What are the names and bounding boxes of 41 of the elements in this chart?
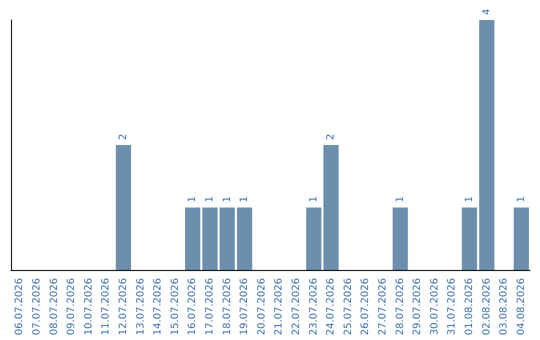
x-tick-label: 11.07.2026 xyxy=(100,278,112,336)
x-tick-label: 02.08.2026 xyxy=(481,278,492,336)
x-tick-label: 29.07.2026 xyxy=(412,278,424,336)
data-label: 1 xyxy=(308,196,320,202)
x-tick-label: 27.07.2026 xyxy=(377,278,388,336)
x-tick-label: 18.07.2026 xyxy=(222,278,233,336)
x-tick-label: 21.07.2026 xyxy=(274,278,285,336)
x-tick-label: 20.07.2026 xyxy=(256,278,268,336)
x-tick-label: 30.07.2026 xyxy=(429,278,440,336)
x-tick-label: 10.07.2026 xyxy=(83,278,94,336)
x-tick-label: 09.07.2026 xyxy=(66,278,78,336)
x-tick-label: 12.07.2026 xyxy=(118,278,129,336)
x-tick-label: 13.07.2026 xyxy=(135,278,146,336)
data-label: 2 xyxy=(326,134,337,140)
x-tick-label: 22.07.2026 xyxy=(290,278,302,336)
x-tick-label: 31.07.2026 xyxy=(446,278,458,336)
data-label: 1 xyxy=(187,196,198,202)
x-tick-label: 26.07.2026 xyxy=(360,278,372,336)
data-label: 1 xyxy=(222,196,233,202)
x-tick-label: 15.07.2026 xyxy=(170,278,181,336)
x-tick-label: 23.07.2026 xyxy=(308,278,320,336)
x-tick-label: 01.08.2026 xyxy=(464,278,475,336)
x-tick-label: 08.07.2026 xyxy=(48,278,60,336)
x-tick-label: 07.07.2026 xyxy=(31,278,42,336)
data-label: 1 xyxy=(516,196,527,202)
x-tick-label: 19.07.2026 xyxy=(239,278,250,336)
data-label: 1 xyxy=(394,196,406,202)
data-label: 1 xyxy=(239,196,250,202)
x-tick-label: 28.07.2026 xyxy=(394,278,406,336)
x-tick-label: 17.07.2026 xyxy=(204,278,216,336)
x-tick-label: 24.07.2026 xyxy=(326,278,337,336)
x-tick-label: 25.07.2026 xyxy=(342,278,354,336)
data-label: 1 xyxy=(204,196,216,202)
x-tick-label: 14.07.2026 xyxy=(152,278,164,336)
x-tick-label: 06.07.2026 xyxy=(14,278,26,336)
x-tick-label: 04.08.2026 xyxy=(516,278,527,336)
data-label: 1 xyxy=(464,196,475,202)
data-label: 4 xyxy=(481,8,492,15)
x-tick-label: 16.07.2026 xyxy=(187,278,198,336)
x-tick-label: 03.08.2026 xyxy=(498,278,510,336)
data-label: 2 xyxy=(118,134,129,140)
